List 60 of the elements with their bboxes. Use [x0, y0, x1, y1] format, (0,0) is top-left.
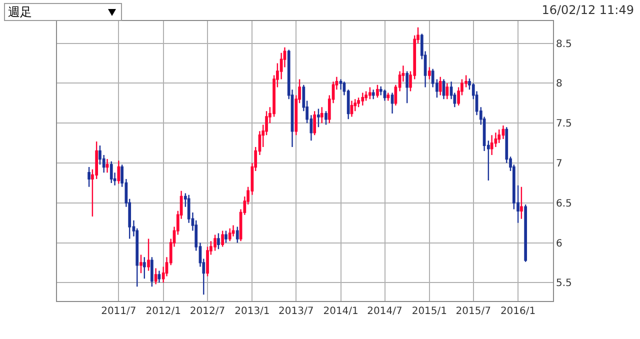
x-tick-label: 2016/1	[500, 306, 536, 317]
candlestick	[390, 92, 394, 114]
candlestick	[320, 106, 324, 124]
x-tick-label: 2015/7	[456, 306, 491, 317]
candlestick	[228, 228, 232, 242]
y-tick-label: 8	[556, 78, 562, 90]
candlestick	[502, 124, 505, 140]
candlestick	[368, 86, 372, 100]
candlestick	[386, 92, 390, 102]
candlestick	[224, 230, 228, 244]
candlestick	[376, 84, 379, 98]
candlestick	[217, 232, 220, 250]
candlestick	[364, 90, 368, 102]
candlestick	[154, 268, 158, 285]
candlestick	[406, 70, 409, 104]
text: 16/02/12 11:49	[542, 3, 634, 17]
candlestick	[442, 78, 446, 100]
x-tick-label: 2015/1	[412, 306, 448, 317]
candlestick	[324, 110, 328, 126]
y-tick-label: 6	[556, 238, 562, 250]
candlestick	[446, 82, 449, 100]
candlestick	[88, 166, 90, 188]
dropdown-field: 週足	[4, 3, 122, 21]
x-tick-label: 2014/1	[323, 306, 358, 317]
candlestick	[232, 224, 235, 237]
candlestick	[110, 160, 113, 184]
candlestick	[490, 134, 494, 156]
y-tick-label: 7.5	[556, 118, 572, 130]
candlestick	[350, 100, 354, 118]
x-tick-label: 2013/1	[234, 306, 270, 317]
candlestick	[142, 256, 146, 280]
candlestick	[498, 128, 501, 144]
candlestick	[383, 89, 386, 102]
candlestick	[438, 76, 442, 96]
x-tick-label: 2013/7	[278, 306, 314, 317]
candlestick	[158, 270, 161, 284]
candlestick	[313, 110, 316, 136]
candlestick	[428, 66, 431, 80]
candlestick	[357, 96, 360, 108]
candlestick	[221, 230, 224, 248]
y-tick-label: 6.5	[556, 198, 572, 210]
candlestick	[117, 160, 120, 184]
x-tick-label: 2012/7	[190, 306, 226, 317]
candlestick	[372, 89, 375, 100]
candlestick	[140, 254, 142, 274]
candlestick	[361, 92, 364, 106]
x-tick-label: 2014/7	[367, 306, 402, 317]
x-tick-label: 2011/7	[101, 306, 136, 317]
candlestick	[520, 186, 523, 220]
y-tick-label: 8.5	[556, 38, 572, 50]
candlestick	[150, 256, 154, 288]
candlestick	[236, 226, 239, 244]
candlestick	[524, 204, 527, 263]
x-tick-label: 2012/1	[146, 306, 181, 317]
candlestick	[106, 158, 109, 174]
candlestick	[147, 238, 150, 272]
candlestick	[214, 234, 216, 252]
y-tick-label: 7	[556, 158, 562, 170]
candlestick	[317, 108, 320, 128]
y-tick-label: 5.5	[556, 278, 572, 290]
